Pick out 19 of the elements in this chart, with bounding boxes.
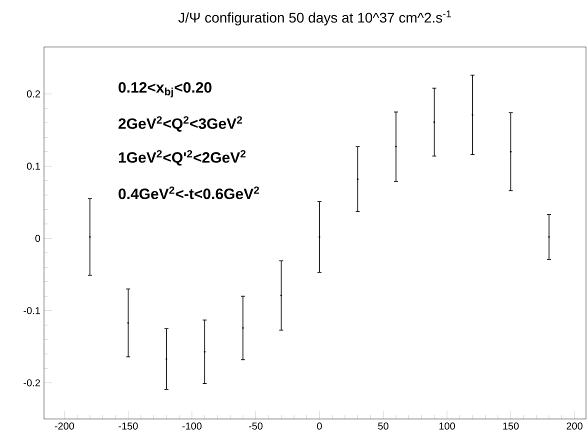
y-tick-label: -0.2: [24, 379, 40, 386]
y-tick-label: 0.1: [26, 162, 40, 170]
chart-title: J/Ψ configuration 50 days at 10^37 cm^2.s$^{-1}$: [178, 10, 451, 26]
x-tick-label: 0: [317, 422, 322, 430]
y-tick-label: 0: [35, 234, 40, 242]
annotation: 0.4GeV$^{2}$<-t<0.6GeV$^{2}$: [118, 186, 259, 200]
annotation: 1GeV$^{2}$<Q'$^{2}$<2GeV$^{2}$: [118, 150, 246, 166]
y-tick-label: 0.2: [26, 90, 40, 98]
x-tick-label: -200: [54, 422, 74, 430]
x-tick-label: 50: [378, 422, 388, 430]
x-tick-label: 100: [439, 422, 455, 430]
x-tick-label: 200: [566, 422, 582, 430]
x-tick-label: -50: [248, 422, 263, 430]
annotation: 0.12<x$_{bj}$<0.20: [118, 82, 212, 98]
annotation: 2GeV$^{2}$<Q$^{2}$<3GeV$^{2}$: [118, 116, 242, 132]
x-tick-label: 150: [503, 422, 519, 430]
y-tick-label: -0.1: [24, 307, 40, 314]
x-tick-label: -150: [118, 422, 138, 430]
x-tick-label: -100: [182, 422, 202, 430]
